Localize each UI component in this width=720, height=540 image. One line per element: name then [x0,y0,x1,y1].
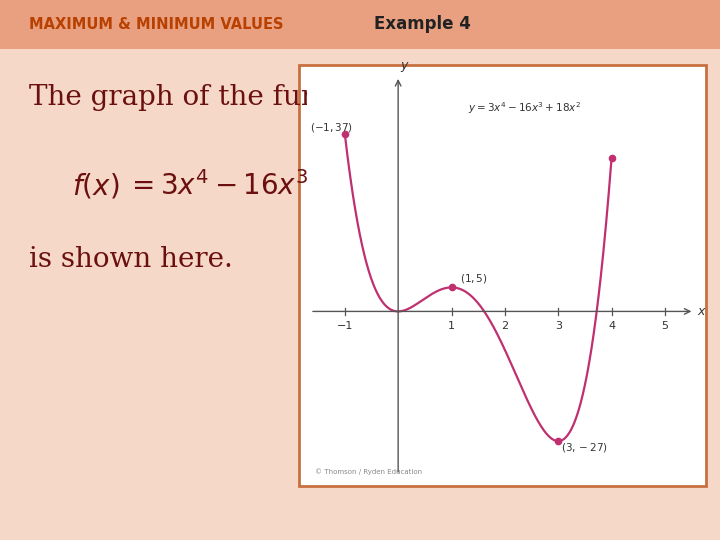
Text: The graph of the function: The graph of the function [29,84,389,111]
FancyBboxPatch shape [299,65,706,486]
Text: 5: 5 [662,321,668,331]
Text: 3: 3 [554,321,562,331]
Text: $y = 3x^4 - 16x^3 + 18x^2$: $y = 3x^4 - 16x^3 + 18x^2$ [467,100,581,116]
Text: $y$: $y$ [400,60,410,73]
Text: 2: 2 [501,321,508,331]
Text: $(3, -27)$: $(3, -27)$ [561,441,608,454]
Text: © Thomson / Ryden Education: © Thomson / Ryden Education [315,469,423,475]
Text: MAXIMUM & MINIMUM VALUES: MAXIMUM & MINIMUM VALUES [29,17,283,32]
Text: $(-1, 37)$: $(-1, 37)$ [310,121,353,134]
Text: $(1, 5)$: $(1, 5)$ [459,272,487,285]
Text: $-1 \leq x \leq 4$: $-1 \leq x \leq 4$ [403,173,546,200]
Text: $= 3x^4 - 16x^3 + 18x^2$: $= 3x^4 - 16x^3 + 18x^2$ [126,171,408,201]
Text: −1: −1 [337,321,353,331]
Text: $x$: $x$ [697,305,707,318]
Text: is shown here.: is shown here. [29,246,233,273]
Text: $f(x)$: $f(x)$ [72,172,120,201]
Text: Example 4: Example 4 [374,15,472,33]
Text: 4: 4 [608,321,615,331]
Text: 1: 1 [448,321,455,331]
Bar [0,0,720,49]
